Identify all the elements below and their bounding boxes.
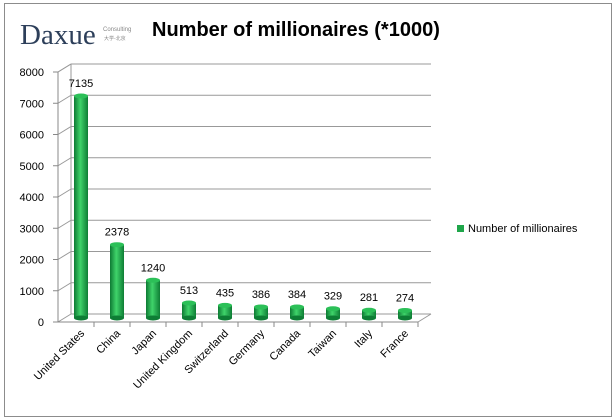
- bar-top: [182, 300, 196, 306]
- bar: [362, 310, 376, 318]
- data-label: 386: [252, 289, 270, 301]
- bar-top: [290, 304, 304, 310]
- gridline-side: [57, 251, 72, 260]
- data-label: 274: [396, 292, 414, 304]
- bar-top: [362, 307, 376, 313]
- bar-base: [218, 315, 232, 321]
- chart-title: Number of millionaires (*1000): [152, 19, 440, 41]
- bar-top: [254, 304, 268, 310]
- bar-top: [218, 302, 232, 308]
- data-label: 384: [288, 289, 306, 301]
- gridline-side: [57, 219, 72, 229]
- x-tick-label: United States: [32, 327, 88, 383]
- x-tick-label: Germany: [227, 327, 268, 368]
- data-label: 281: [360, 292, 378, 304]
- y-tick-label: 2000: [20, 255, 44, 267]
- y-tick-label: 3000: [20, 223, 44, 235]
- bar-top: [110, 242, 124, 248]
- bar-base: [74, 315, 88, 321]
- y-tick-label: 4000: [20, 192, 44, 204]
- data-label: 513: [180, 285, 198, 297]
- y-tick-label: 5000: [20, 161, 44, 173]
- bar-base: [398, 315, 412, 321]
- legend-swatch: [457, 225, 464, 232]
- gridline-side: [57, 126, 72, 135]
- x-tick-label: China: [94, 327, 123, 356]
- gridline-side: [57, 282, 72, 292]
- bar: [74, 96, 88, 318]
- x-tick-label: France: [378, 328, 411, 361]
- logo: Daxue Consulting 大学-北京: [20, 19, 131, 51]
- y-tick-label: 6000: [20, 130, 44, 142]
- bar-top: [326, 306, 340, 312]
- bar-base: [110, 315, 124, 321]
- bar-top: [146, 277, 160, 283]
- bar-base: [326, 315, 340, 321]
- bar: [146, 280, 160, 318]
- gridline-side: [57, 63, 72, 73]
- bar: [290, 307, 304, 318]
- chart-frame: [4, 3, 612, 417]
- legend-label: Number of millionaires: [468, 223, 578, 235]
- y-tick-label: 1000: [20, 286, 44, 298]
- data-label: 2378: [105, 227, 129, 239]
- y-tick-label: 8000: [20, 67, 44, 79]
- logo-sub1: Consulting: [103, 27, 131, 33]
- bar: [110, 244, 124, 318]
- bar-base: [254, 315, 268, 321]
- gridline-side: [57, 313, 72, 323]
- bar-base: [362, 315, 376, 321]
- bar: [182, 302, 196, 318]
- x-tick-label: Taiwan: [306, 328, 339, 361]
- data-label: 329: [324, 291, 342, 303]
- logo-sub2: 大学-北京: [104, 35, 126, 42]
- y-tick-label: 0: [38, 317, 44, 329]
- x-tick-label: Italy: [352, 327, 375, 350]
- x-tick-label: Japan: [129, 328, 159, 358]
- gridline-side: [57, 157, 72, 167]
- bar-base: [146, 315, 160, 321]
- gridline-side: [57, 94, 72, 104]
- bar-top: [398, 307, 412, 313]
- data-label: 7135: [69, 78, 93, 90]
- bar-top: [74, 93, 88, 99]
- bar-base: [182, 315, 196, 321]
- logo-name: Daxue: [20, 19, 96, 51]
- bar: [254, 306, 268, 318]
- gridlines: [57, 63, 431, 323]
- data-label: 1240: [141, 262, 165, 274]
- gridline-side: [57, 188, 72, 198]
- bar: [218, 305, 232, 318]
- bar-base: [290, 315, 304, 321]
- bars: 7135 2378 1240 513 435 386 384 329 281 274: [69, 78, 414, 321]
- floor-edge: [417, 313, 432, 323]
- x-tick-label: Canada: [267, 327, 303, 363]
- data-label: 435: [216, 287, 234, 299]
- legend: Number of millionaires: [457, 223, 578, 235]
- bar: [398, 310, 412, 318]
- y-tick-label: 7000: [20, 98, 44, 110]
- bar: [326, 308, 340, 318]
